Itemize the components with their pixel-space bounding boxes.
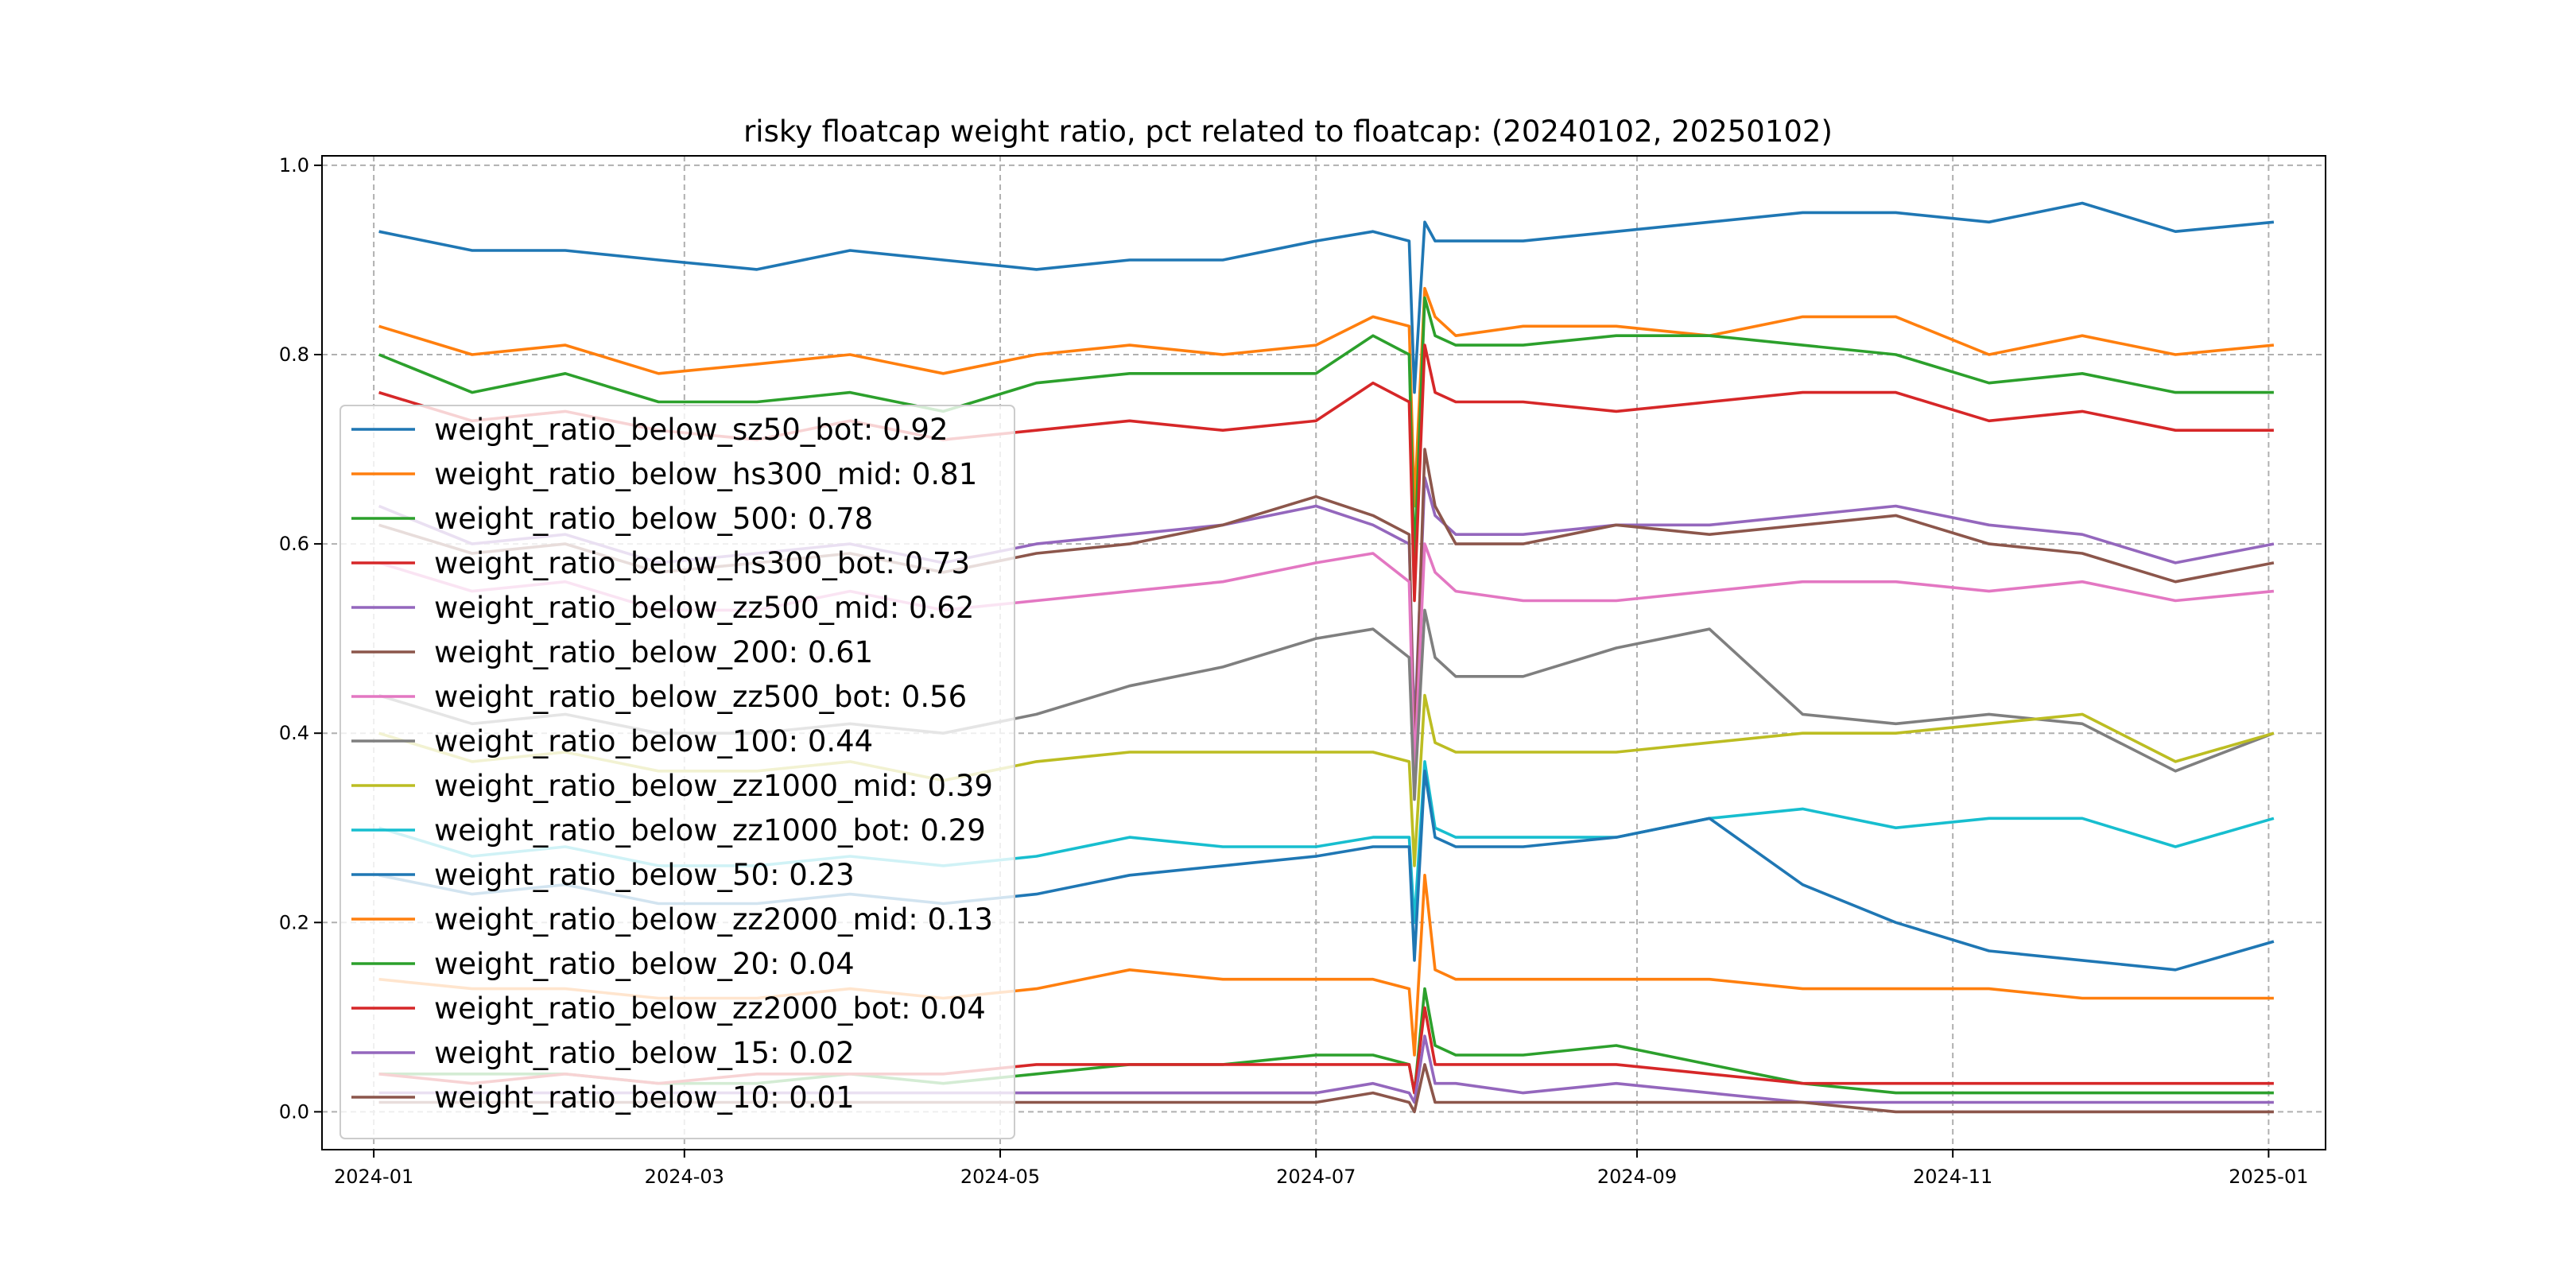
plot-frame	[321, 155, 2326, 1150]
legend: weight_ratio_below_sz50_bot: 0.92 weight_…	[339, 405, 1015, 1139]
legend-label: weight_ratio_below_500: 0.78	[434, 502, 873, 536]
legend-label: weight_ratio_below_zz2000_bot: 0.04	[434, 991, 986, 1026]
legend-box	[339, 405, 1015, 1139]
legend-label: weight_ratio_below_100: 0.44	[434, 724, 873, 758]
legend-label: weight_ratio_below_15: 0.02	[434, 1036, 855, 1070]
legend-label: weight_ratio_below_10: 0.01	[434, 1080, 855, 1115]
legend-label: weight_ratio_below_20: 0.04	[434, 947, 855, 981]
legend-label: weight_ratio_below_zz1000_mid: 0.39	[434, 769, 993, 803]
legend-label: weight_ratio_below_sz50_bot: 0.92	[434, 413, 949, 447]
y-tick-label: 0.2	[279, 911, 309, 933]
chart-title: risky floatcap weight ratio, pct related…	[743, 114, 1833, 149]
legend-label: weight_ratio_below_zz2000_mid: 0.13	[434, 902, 993, 937]
x-tick-label: 2024-07	[1276, 1166, 1356, 1188]
axis-ticks: 2024-01 2024-03 2024-05 2024-07 2024-09 2024-…	[279, 154, 2309, 1188]
y-tick-label: 0.0	[279, 1100, 309, 1123]
x-tick-label: 2024-11	[1913, 1166, 1992, 1188]
legend-label: weight_ratio_below_zz1000_bot: 0.29	[434, 813, 986, 848]
x-tick-label: 2024-09	[1597, 1166, 1677, 1188]
x-tick-label: 2024-03	[645, 1166, 724, 1188]
legend-label: weight_ratio_below_50: 0.23	[434, 858, 855, 892]
legend-label: weight_ratio_below_hs300_bot: 0.73	[434, 546, 970, 580]
x-tick-label: 2025-01	[2229, 1166, 2308, 1188]
y-tick-label: 0.6	[279, 533, 309, 555]
x-tick-label: 2024-01	[334, 1166, 413, 1188]
y-tick-label: 0.8	[279, 343, 309, 366]
legend-label: weight_ratio_below_200: 0.61	[434, 635, 873, 669]
y-tick-label: 0.4	[279, 722, 309, 744]
x-tick-label: 2024-05	[960, 1166, 1040, 1188]
series-line-0	[378, 201, 2275, 394]
legend-label: weight_ratio_below_zz500_bot: 0.56	[434, 680, 967, 714]
legend-label: weight_ratio_below_zz500_mid: 0.62	[434, 591, 974, 625]
legend-label: weight_ratio_below_hs300_mid: 0.81	[434, 457, 977, 491]
y-tick-label: 1.0	[279, 154, 309, 177]
